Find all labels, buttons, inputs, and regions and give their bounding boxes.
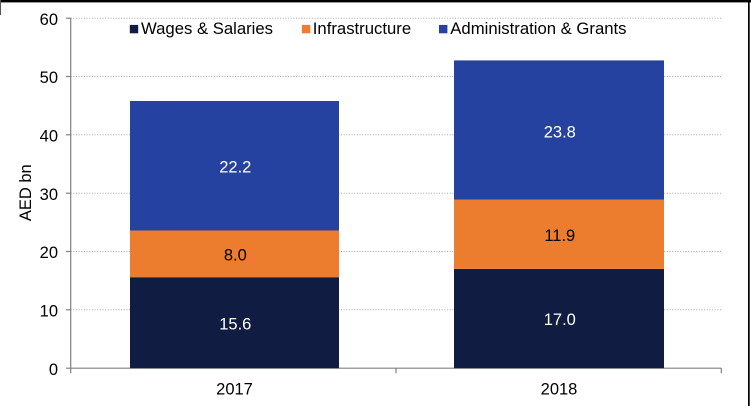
svg-text:40: 40: [40, 127, 58, 145]
svg-text:0: 0: [49, 361, 58, 379]
svg-text:2017: 2017: [216, 381, 253, 399]
svg-text:15.6: 15.6: [219, 315, 251, 333]
svg-text:60: 60: [40, 11, 58, 29]
svg-text:50: 50: [40, 69, 58, 87]
svg-text:23.8: 23.8: [544, 123, 576, 141]
svg-text:8.0: 8.0: [224, 246, 247, 264]
svg-text:Wages & Salaries: Wages & Salaries: [141, 19, 273, 38]
svg-text:Administration & Grants: Administration & Grants: [450, 19, 626, 38]
svg-text:17.0: 17.0: [544, 311, 576, 329]
svg-text:11.9: 11.9: [544, 227, 575, 245]
svg-text:2018: 2018: [541, 381, 578, 399]
svg-text:AED bn: AED bn: [17, 164, 35, 221]
svg-text:20: 20: [40, 244, 58, 262]
svg-text:Infrastructure: Infrastructure: [313, 19, 411, 38]
svg-text:10: 10: [40, 302, 58, 320]
svg-text:22.2: 22.2: [219, 159, 251, 177]
svg-text:30: 30: [40, 186, 58, 204]
